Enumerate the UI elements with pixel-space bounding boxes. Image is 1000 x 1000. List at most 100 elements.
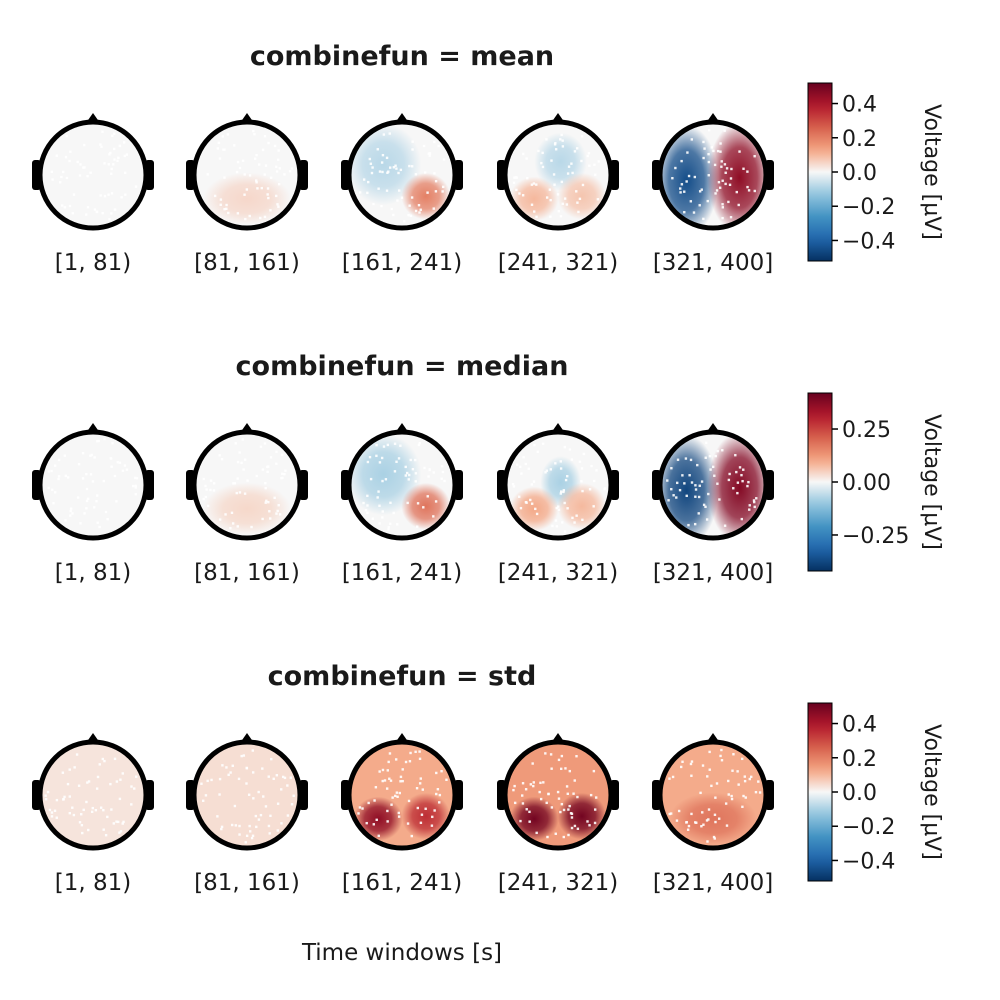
electrode-markers	[50, 130, 138, 221]
colorbar-gradient	[807, 702, 833, 882]
electrode-markers	[47, 437, 139, 529]
head-outline	[657, 739, 769, 851]
head-outline	[657, 429, 769, 541]
topomap	[497, 423, 619, 541]
topomap	[652, 423, 774, 541]
head-outline	[37, 429, 149, 541]
scalp-field	[40, 432, 146, 538]
voltage-region	[401, 172, 451, 220]
topomap	[186, 733, 308, 851]
scalp-field	[194, 742, 300, 848]
colorbar-tick-label: 0.4	[842, 93, 877, 118]
voltage-region	[401, 792, 451, 840]
electrode-markers	[44, 753, 138, 837]
voltage-region	[349, 123, 422, 206]
time-window-label: [241, 321)	[498, 250, 618, 276]
voltage-region	[707, 122, 766, 228]
time-window-label: [161, 241)	[342, 250, 462, 276]
voltage-region	[509, 796, 559, 842]
colorbar-label: Voltage [µV]	[919, 104, 944, 240]
colorbar-label: Voltage [µV]	[919, 414, 944, 550]
time-window-label: [241, 321)	[498, 870, 618, 896]
row-title: combinefun = std	[268, 661, 537, 692]
topomap	[497, 113, 619, 231]
colorbar: 0.4 0.2 0.0 −0.2 −0.4 Voltage [µV]	[807, 702, 944, 882]
voltage-region	[203, 482, 291, 536]
voltage-region	[401, 482, 451, 530]
topomap	[186, 113, 308, 231]
voltage-region	[557, 172, 607, 220]
x-axis-label: Time windows [s]	[301, 940, 502, 966]
time-window-label: [81, 161)	[194, 560, 300, 586]
topomap	[32, 423, 154, 541]
scalp-field	[40, 742, 146, 848]
time-window-label: [81, 161)	[194, 870, 300, 896]
colorbar-gradient	[807, 82, 833, 262]
electrode-markers	[206, 129, 294, 221]
head-outline	[37, 739, 149, 851]
time-window-label: [321, 400]	[653, 870, 773, 896]
time-window-label: [1, 81)	[55, 560, 131, 586]
electrode-markers	[512, 752, 598, 839]
electrode-markers	[666, 441, 758, 527]
topomap	[341, 733, 463, 851]
row-title: combinefun = mean	[250, 41, 554, 72]
head-outline	[191, 739, 303, 851]
time-window-label: [1, 81)	[55, 250, 131, 276]
time-window-label: [321, 400]	[653, 250, 773, 276]
colorbar: 0.4 0.2 0.0 −0.2 −0.4 Voltage [µV]	[807, 82, 944, 262]
colorbar-tick-label: −0.4	[842, 849, 895, 874]
head-outline	[191, 429, 303, 541]
voltage-region	[557, 482, 607, 530]
topomap	[497, 733, 619, 851]
voltage-region	[669, 792, 757, 846]
head-outline	[502, 739, 614, 851]
voltage-region	[557, 792, 607, 840]
head-outline	[346, 119, 458, 231]
time-window-label: [81, 161)	[194, 250, 300, 276]
colorbar-tick-label: −0.2	[842, 195, 895, 220]
time-window-label: [321, 400]	[653, 560, 773, 586]
topomap	[186, 423, 308, 541]
electrode-markers	[200, 749, 295, 844]
electrode-markers	[511, 442, 607, 533]
topoplot-row: combinefun = mean [1, 81) [81, 161) [161, 2…	[32, 41, 944, 276]
colorbar-tick-label: 0.4	[842, 713, 877, 738]
colorbar-tick-label: 0.0	[842, 781, 877, 806]
time-window-label: [1, 81)	[55, 870, 131, 896]
head-outline	[502, 119, 614, 231]
topomap	[652, 733, 774, 851]
colorbar-tick-label: −0.2	[842, 815, 895, 840]
electrode-markers	[671, 128, 756, 221]
voltage-region	[509, 176, 559, 222]
electrode-markers	[668, 748, 762, 843]
topomap	[652, 113, 774, 231]
time-window-label: [241, 321)	[498, 560, 618, 586]
topoplot-row: combinefun = std [1, 81) [81, 161) [161, 24…	[32, 661, 944, 896]
time-window-label: [161, 241)	[342, 870, 462, 896]
colorbar-tick-label: −0.25	[842, 524, 909, 549]
colorbar-gradient	[807, 392, 833, 572]
topomap	[341, 113, 463, 231]
colorbar-tick-label: 0.2	[842, 127, 877, 152]
head-outline	[502, 429, 614, 541]
electrode-markers	[362, 441, 446, 531]
head-outline	[346, 739, 458, 851]
electrode-markers	[357, 750, 448, 838]
voltage-region	[203, 172, 291, 226]
colorbar-tick-label: 0.00	[842, 471, 891, 496]
colorbar-tick-label: 0.25	[842, 418, 891, 443]
head-outline	[657, 119, 769, 231]
voltage-region	[707, 432, 766, 538]
colorbar-tick-label: −0.4	[842, 229, 895, 254]
electrode-markers	[512, 133, 600, 219]
colorbar: 0.25 0.00 −0.25 Voltage [µV]	[807, 392, 944, 572]
colorbar-tick-label: 0.2	[842, 747, 877, 772]
topomap	[32, 113, 154, 231]
colorbar-label: Voltage [µV]	[919, 724, 944, 860]
voltage-region	[349, 433, 422, 516]
colorbar-tick-label: 0.0	[842, 161, 877, 186]
time-window-label: [161, 241)	[342, 560, 462, 586]
head-outline	[346, 429, 458, 541]
